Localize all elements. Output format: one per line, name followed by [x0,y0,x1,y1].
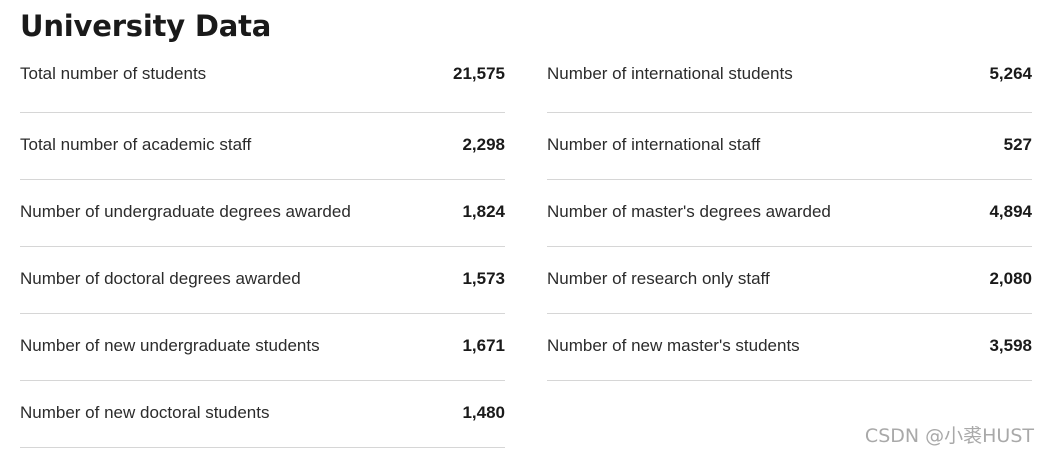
stat-label: Number of undergraduate degrees awarded [20,202,351,221]
stat-label: Number of international students [547,64,793,83]
watermark: CSDN @小裘HUST [864,425,1034,447]
stat-row: Number of new master's students 3,598 [547,314,1032,381]
stat-value: 1,480 [462,403,505,422]
right-stats-column: Number of international students 5,264 N… [547,44,1032,381]
stat-row: Number of international staff 527 [547,113,1032,180]
stat-row: Number of research only staff 2,080 [547,247,1032,314]
stat-value: 5,264 [989,64,1032,83]
stat-value: 527 [1003,135,1032,154]
stat-row: Number of doctoral degrees awarded 1,573 [20,247,505,314]
stat-row: Total number of academic staff 2,298 [20,113,505,180]
stat-row: Number of new undergraduate students 1,6… [20,314,505,381]
page-title: University Data [20,9,272,43]
stat-label: Number of master's degrees awarded [547,202,831,221]
stat-value: 2,298 [462,135,505,154]
stat-label: Number of research only staff [547,269,770,288]
stat-label: Total number of students [20,64,207,83]
stat-row: Number of new doctoral students 1,480 [20,381,505,448]
stat-row: Total number of students 21,575 [20,44,505,113]
stat-label: Number of international staff [547,135,761,154]
stat-value: 1,671 [462,336,505,355]
stat-label: Number of new doctoral students [20,403,270,422]
stat-value: 3,598 [989,336,1032,355]
stat-row: Number of undergraduate degrees awarded … [20,180,505,247]
stat-label: Total number of academic staff [20,135,252,154]
stat-row: Number of master's degrees awarded 4,894 [547,180,1032,247]
stat-value: 1,573 [462,269,505,288]
stat-label: Number of doctoral degrees awarded [20,269,301,288]
stat-row: Number of international students 5,264 [547,44,1032,113]
stat-value: 21,575 [453,64,505,83]
left-stats-column: Total number of students 21,575 Total nu… [20,44,505,448]
stat-value: 2,080 [989,269,1032,288]
stat-label: Number of new undergraduate students [20,336,320,355]
stat-value: 4,894 [989,202,1032,221]
stat-value: 1,824 [462,202,505,221]
stat-label: Number of new master's students [547,336,800,355]
